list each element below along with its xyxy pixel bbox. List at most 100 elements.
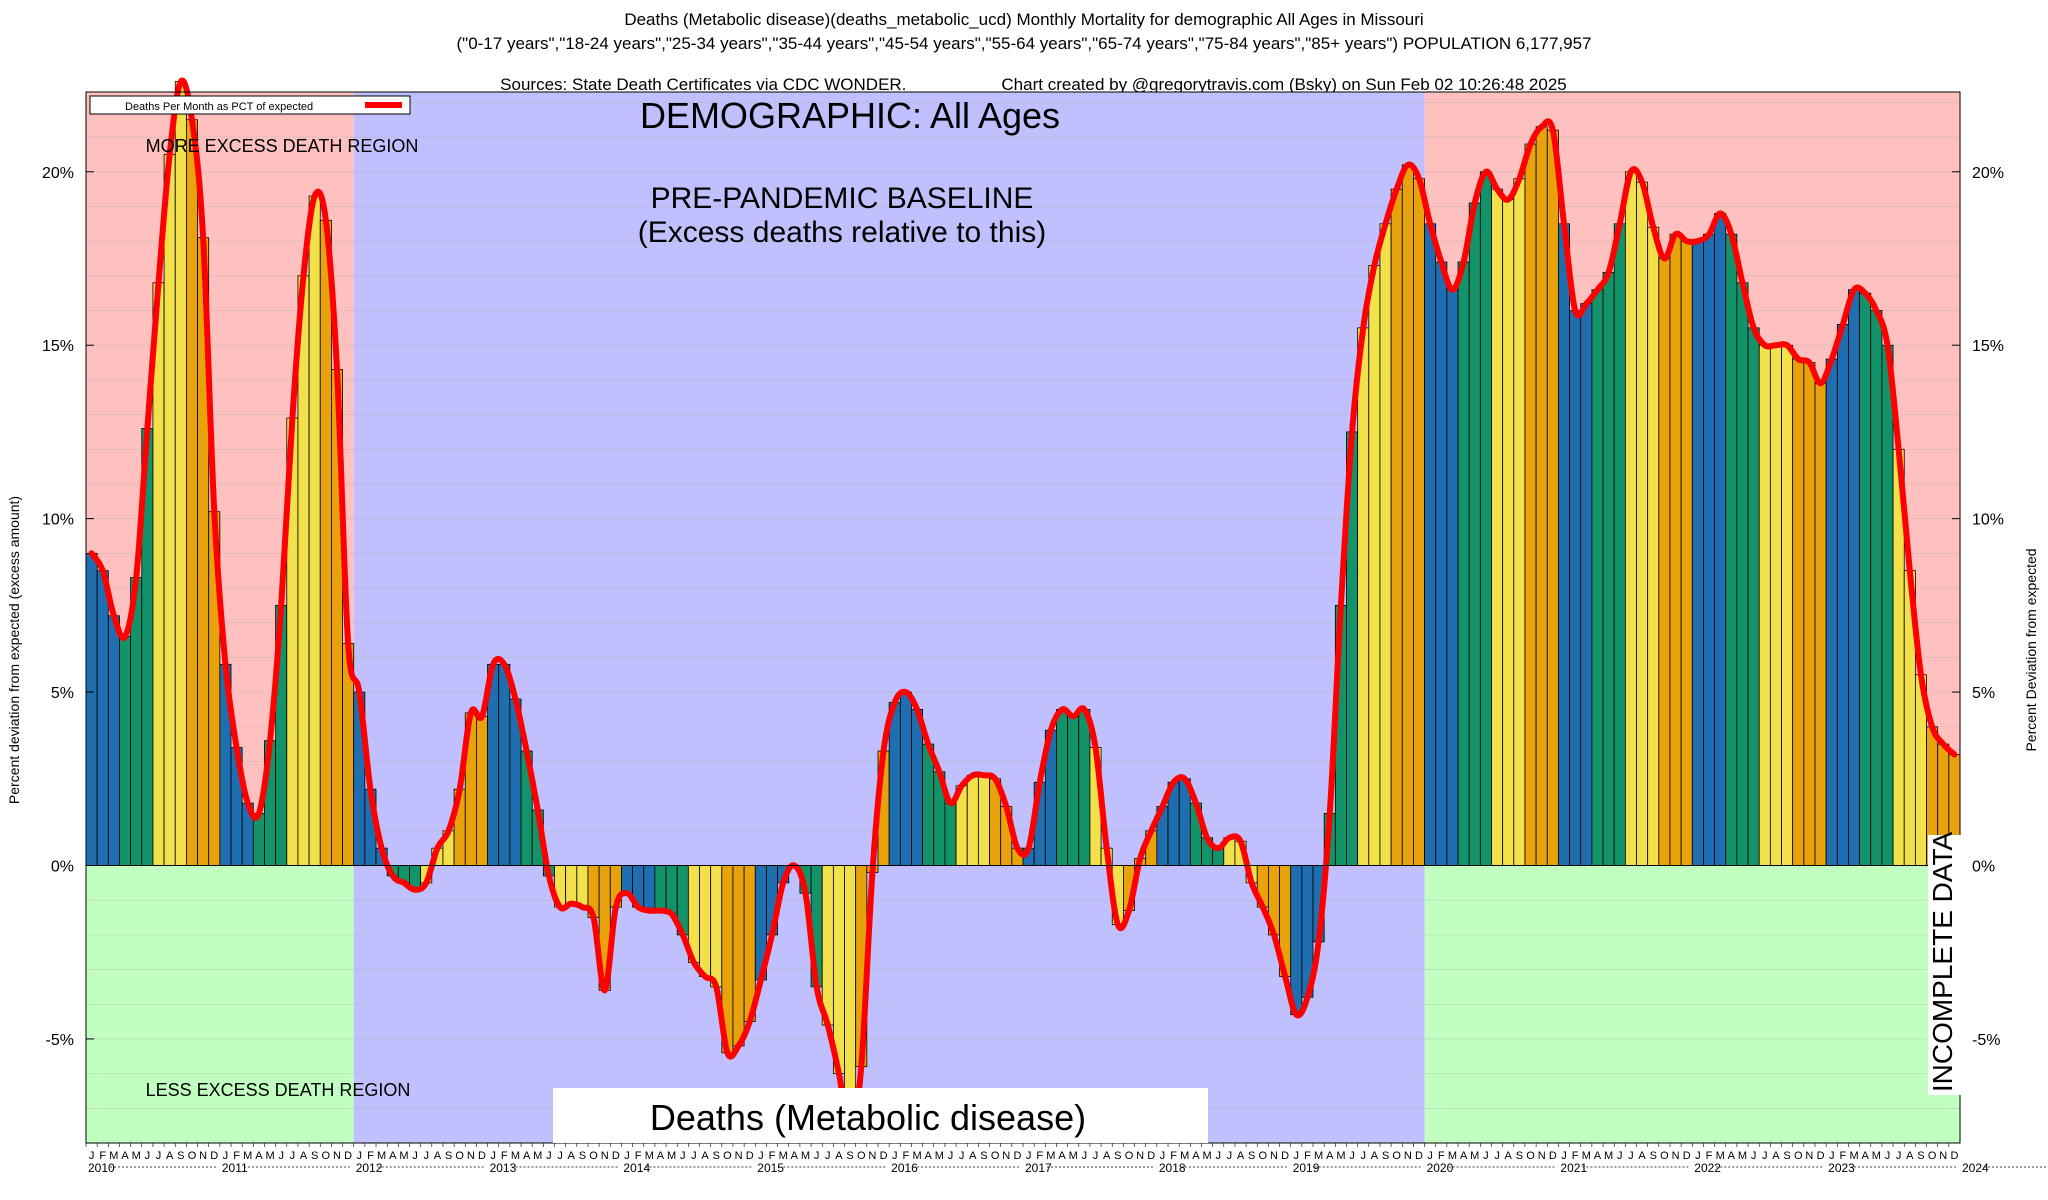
bar: [1758, 344, 1771, 866]
x-tick-month-label: M: [377, 1150, 386, 1162]
bar: [1368, 265, 1381, 866]
bar: [252, 813, 265, 866]
x-tick-month-label: D: [1281, 1150, 1289, 1162]
x-tick-month-label: M: [935, 1150, 944, 1162]
x-tick-month-label: S: [846, 1150, 853, 1162]
x-year-label: 2021: [1560, 1161, 1587, 1175]
x-tick-month-label: S: [1114, 1150, 1121, 1162]
y-tick-label-left: 0%: [51, 859, 74, 876]
bar: [1624, 171, 1637, 866]
x-tick-month-label: M: [1849, 1150, 1858, 1162]
x-tick-month-label: M: [1582, 1150, 1591, 1162]
x-tick-month-label: M: [1336, 1150, 1345, 1162]
x-tick-month-label: N: [199, 1150, 207, 1162]
y-tick-label-left: 20%: [42, 165, 74, 182]
bar: [710, 865, 723, 988]
y-tick-label-right: 10%: [1972, 512, 2004, 529]
x-tick-month-label: F: [1036, 1150, 1043, 1162]
x-tick-month-label: J: [357, 1150, 363, 1162]
x-tick-month-label: D: [1147, 1150, 1155, 1162]
bar: [977, 774, 990, 866]
bar: [1825, 358, 1838, 866]
x-tick-month-label: O: [188, 1150, 197, 1162]
chart-title-line1: Deaths (Metabolic disease)(deaths_metabo…: [624, 10, 1424, 29]
x-tick-month-label: N: [1805, 1150, 1813, 1162]
y-tick-label-right: 15%: [1972, 338, 2004, 355]
x-tick-month-label: F: [1170, 1150, 1177, 1162]
x-year-label: 2010: [88, 1161, 115, 1175]
x-tick-month-label: M: [1046, 1150, 1055, 1162]
x-tick-month-label: J: [892, 1150, 898, 1162]
x-tick-month-label: N: [1939, 1150, 1947, 1162]
x-tick-month-label: A: [1371, 1150, 1379, 1162]
x-tick-month-label: O: [1526, 1150, 1535, 1162]
x-tick-month-label: M: [1716, 1150, 1725, 1162]
bar: [1747, 327, 1760, 866]
x-tick-month-label: S: [1650, 1150, 1657, 1162]
more-excess-region-label: MORE EXCESS DEATH REGION: [146, 136, 419, 156]
x-tick-month-label: D: [1013, 1150, 1021, 1162]
x-tick-month-label: N: [1002, 1150, 1010, 1162]
x-tick-month-label: N: [467, 1150, 475, 1162]
x-tick-month-label: J: [1751, 1150, 1757, 1162]
bar: [1379, 223, 1392, 866]
bar: [1881, 344, 1894, 866]
y-tick-label-left: 15%: [42, 338, 74, 355]
bar: [1725, 233, 1738, 866]
x-tick-month-label: S: [579, 1150, 586, 1162]
bar: [185, 119, 198, 866]
x-year-label: 2020: [1427, 1161, 1454, 1175]
bar: [1435, 261, 1448, 866]
x-tick-month-label: S: [177, 1150, 184, 1162]
x-tick-month-label: J: [278, 1150, 284, 1162]
bar: [1468, 202, 1481, 866]
x-tick-month-label: M: [1069, 1150, 1078, 1162]
legend-box: [89, 95, 411, 115]
x-tick-month-label: J: [1227, 1150, 1233, 1162]
metric-label: Deaths (Metabolic disease): [650, 1097, 1086, 1138]
x-tick-month-label: S: [1382, 1150, 1389, 1162]
x-tick-month-label: F: [1572, 1150, 1579, 1162]
x-tick-month-label: J: [948, 1150, 954, 1162]
x-tick-month-label: M: [645, 1150, 654, 1162]
bar: [911, 709, 924, 866]
bar: [319, 219, 332, 866]
bar: [899, 691, 912, 866]
x-tick-month-label: J: [1160, 1150, 1166, 1162]
x-tick-month-label: A: [657, 1150, 665, 1162]
x-tick-month-label: D: [210, 1150, 218, 1162]
x-tick-month-label: O: [1794, 1150, 1803, 1162]
bar: [1524, 143, 1537, 866]
x-tick-month-label: A: [1237, 1150, 1245, 1162]
x-tick-month-label: M: [1202, 1150, 1211, 1162]
x-year-label: 2018: [1159, 1161, 1186, 1175]
x-tick-month-label: A: [925, 1150, 933, 1162]
x-tick-month-label: A: [1192, 1150, 1200, 1162]
x-tick-month-label: A: [969, 1150, 977, 1162]
x-tick-month-label: J: [1483, 1150, 1489, 1162]
x-tick-month-label: D: [478, 1150, 486, 1162]
bar: [1803, 362, 1816, 866]
bar: [665, 865, 678, 915]
x-tick-month-label: J: [1617, 1150, 1623, 1162]
x-year-label: 2016: [891, 1161, 918, 1175]
x-tick-month-label: M: [912, 1150, 921, 1162]
bar: [1580, 303, 1593, 866]
bar: [308, 195, 321, 866]
x-tick-month-label: J: [1896, 1150, 1902, 1162]
pre-pandemic-baseline-region: [353, 92, 1425, 1143]
bar: [1569, 310, 1582, 866]
x-tick-month-label: J: [624, 1150, 630, 1162]
x-tick-month-label: F: [1706, 1150, 1713, 1162]
demographic-label: DEMOGRAPHIC: All Ages: [640, 95, 1060, 136]
x-tick-month-label: M: [533, 1150, 542, 1162]
x-tick-month-label: J: [1427, 1150, 1433, 1162]
x-tick-month-label: J: [1360, 1150, 1366, 1162]
x-tick-month-label: J: [1628, 1150, 1634, 1162]
bar: [643, 865, 656, 912]
x-tick-month-label: A: [1728, 1150, 1736, 1162]
bar: [1647, 226, 1660, 866]
x-tick-month-label: J: [1494, 1150, 1500, 1162]
bar: [1357, 327, 1370, 866]
